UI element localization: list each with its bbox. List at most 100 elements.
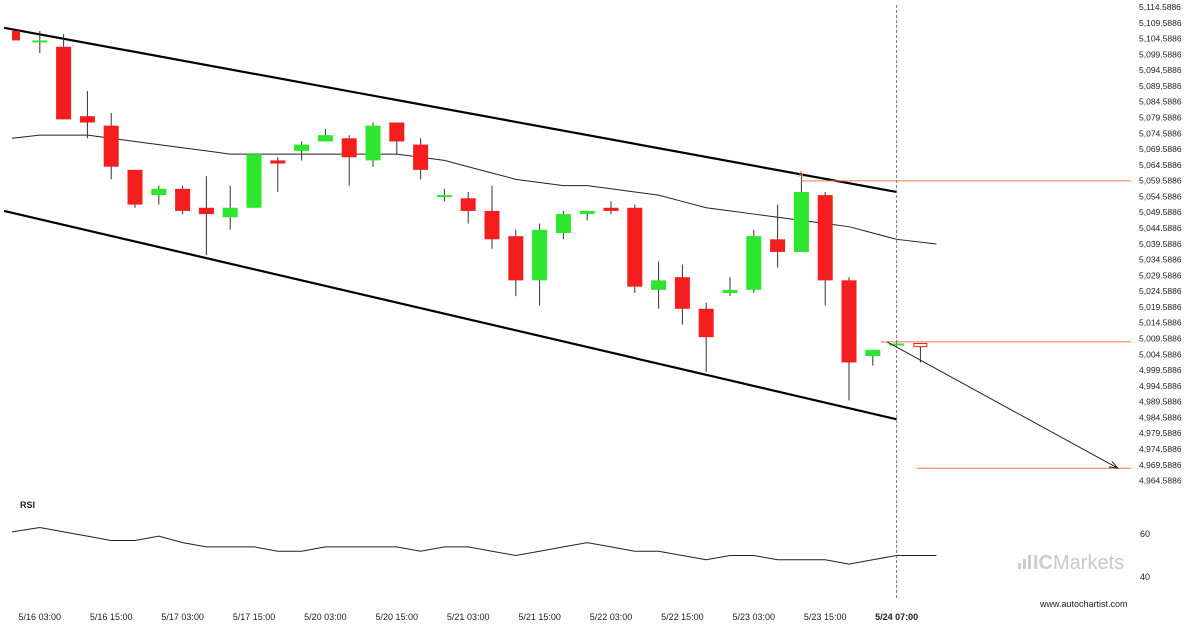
candle bbox=[746, 229, 762, 293]
moving-average-line bbox=[11, 134, 937, 245]
time-tick-label: 5/16 03:00 bbox=[19, 612, 62, 622]
time-tick-label: 5/23 03:00 bbox=[733, 612, 776, 622]
candle bbox=[579, 210, 595, 221]
candle bbox=[294, 141, 310, 161]
time-tick-label: 5/17 03:00 bbox=[161, 612, 204, 622]
price-levels: A bbox=[798, 5, 1131, 598]
candle-body bbox=[151, 188, 167, 196]
price-tick-label: 4,979.5886 bbox=[1139, 428, 1182, 438]
time-tick-label: 5/22 03:00 bbox=[590, 612, 633, 622]
price-tick-label: 4,964.5886 bbox=[1139, 476, 1182, 486]
candle bbox=[103, 113, 119, 180]
price-tick-label: 5,044.5886 bbox=[1139, 223, 1182, 233]
time-tick-label: 5/21 15:00 bbox=[518, 612, 561, 622]
candle bbox=[175, 185, 191, 215]
price-tick-label: 4,984.5886 bbox=[1139, 412, 1182, 422]
rsi-line bbox=[11, 527, 937, 565]
price-tick-label: 5,109.5886 bbox=[1139, 18, 1182, 28]
projection-arrow-line bbox=[886, 341, 1119, 469]
candle bbox=[627, 204, 643, 293]
candle bbox=[12, 30, 20, 41]
price-tick-label: 4,974.5886 bbox=[1139, 444, 1182, 454]
price-tick-label: 5,074.5886 bbox=[1139, 128, 1182, 138]
candle bbox=[532, 223, 548, 306]
candle-body bbox=[746, 236, 762, 290]
candle bbox=[222, 185, 238, 230]
candle-body bbox=[698, 308, 714, 338]
candle bbox=[555, 210, 571, 240]
candle bbox=[603, 201, 619, 215]
price-tick-label: 5,059.5886 bbox=[1139, 176, 1182, 186]
candle bbox=[198, 176, 214, 256]
time-tick-label: 5/21 03:00 bbox=[447, 612, 490, 622]
candle-body bbox=[627, 207, 643, 287]
price-tick-label: 5,009.5886 bbox=[1139, 333, 1182, 343]
candle-body bbox=[889, 343, 905, 346]
watermark-markets: Markets bbox=[1053, 552, 1124, 574]
candle bbox=[674, 264, 690, 325]
price-tick-label: 5,029.5886 bbox=[1139, 270, 1182, 280]
bars-icon bbox=[1018, 555, 1031, 569]
candle-body bbox=[770, 239, 786, 252]
candle-body bbox=[175, 188, 191, 211]
candle bbox=[151, 185, 167, 205]
candle-body bbox=[579, 210, 595, 215]
price-tick-label: 5,099.5886 bbox=[1139, 49, 1182, 59]
price-tick-label: 5,054.5886 bbox=[1139, 191, 1182, 201]
price-tick-label: 5,104.5886 bbox=[1139, 34, 1182, 44]
time-tick-label: 5/24 07:00 bbox=[875, 612, 918, 622]
rsi-tick-label: 40 bbox=[1140, 572, 1150, 582]
candle-body bbox=[722, 289, 738, 293]
time-tick-label: 5/20 03:00 bbox=[304, 612, 347, 622]
candle-body bbox=[32, 40, 48, 43]
candle-body bbox=[294, 144, 310, 151]
candle-body bbox=[270, 160, 286, 164]
candlesticks bbox=[12, 30, 928, 401]
candle-body bbox=[341, 138, 357, 158]
candle bbox=[913, 343, 928, 363]
candle bbox=[698, 302, 714, 372]
price-tick-label: 5,094.5886 bbox=[1139, 65, 1182, 75]
candle bbox=[413, 138, 429, 180]
candle bbox=[841, 277, 857, 401]
price-tick-label: 5,114.5886 bbox=[1139, 2, 1181, 12]
price-tick-label: 4,969.5886 bbox=[1139, 460, 1182, 470]
candle bbox=[56, 34, 72, 120]
candle bbox=[389, 122, 405, 155]
candle-body bbox=[865, 349, 881, 357]
candle-body bbox=[651, 280, 667, 290]
channel-upper-line bbox=[3, 26, 897, 194]
candle-body bbox=[674, 277, 690, 309]
watermark-brand: ICMarkets bbox=[1033, 552, 1124, 574]
price-tick-label: 5,064.5886 bbox=[1139, 160, 1182, 170]
time-tick-label: 5/16 15:00 bbox=[90, 612, 133, 622]
price-tick-label: 5,049.5886 bbox=[1139, 207, 1182, 217]
candle-body bbox=[413, 144, 429, 170]
candle bbox=[793, 176, 809, 252]
icmarkets-watermark: ICMarkets bbox=[1018, 552, 1124, 574]
price-tick-label: 5,014.5886 bbox=[1139, 318, 1182, 328]
price-tick-label: 5,089.5886 bbox=[1139, 81, 1182, 91]
price-tick-label: 5,004.5886 bbox=[1139, 349, 1182, 359]
candle bbox=[508, 229, 524, 297]
candle-body bbox=[79, 116, 95, 123]
candle bbox=[484, 185, 500, 249]
autochartist-url[interactable]: www.autochartist.com bbox=[1039, 599, 1128, 609]
price-tick-label: 5,019.5886 bbox=[1139, 302, 1182, 312]
candle-body bbox=[246, 154, 262, 208]
time-tick-label: 5/17 15:00 bbox=[233, 612, 276, 622]
moving-average bbox=[11, 134, 937, 245]
candle bbox=[722, 277, 738, 297]
price-tick-label: 4,994.5886 bbox=[1139, 381, 1182, 391]
candle-body bbox=[555, 214, 571, 234]
candle-body bbox=[913, 343, 928, 348]
candle bbox=[341, 135, 357, 186]
time-tick-label: 5/23 15:00 bbox=[804, 612, 847, 622]
channel-lines bbox=[3, 26, 897, 421]
resistance-marker: A bbox=[798, 170, 804, 179]
candle-body bbox=[317, 135, 333, 142]
candle-body bbox=[508, 236, 524, 281]
candle-body bbox=[198, 207, 214, 215]
candle bbox=[32, 30, 48, 54]
price-axis-labels: 5,114.5886 5,109.5886 5,104.5886 5,099.5886… bbox=[1139, 2, 1182, 486]
